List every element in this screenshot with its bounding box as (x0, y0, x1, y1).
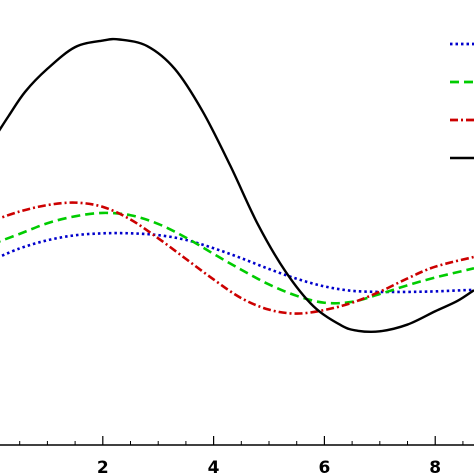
series-line-2 (0, 211, 474, 305)
series-line-1 (0, 231, 474, 294)
x-tick-label: 4 (208, 458, 220, 474)
series-line-4 (0, 37, 474, 334)
x-tick-label: 2 (97, 458, 109, 474)
x-tick-label: 8 (429, 458, 441, 474)
legend (450, 42, 474, 160)
x-tick-label: 6 (318, 458, 330, 474)
series-layer (0, 37, 474, 334)
x-axis: 2 4 6 8 (0, 436, 474, 474)
series-line-3 (0, 201, 474, 315)
